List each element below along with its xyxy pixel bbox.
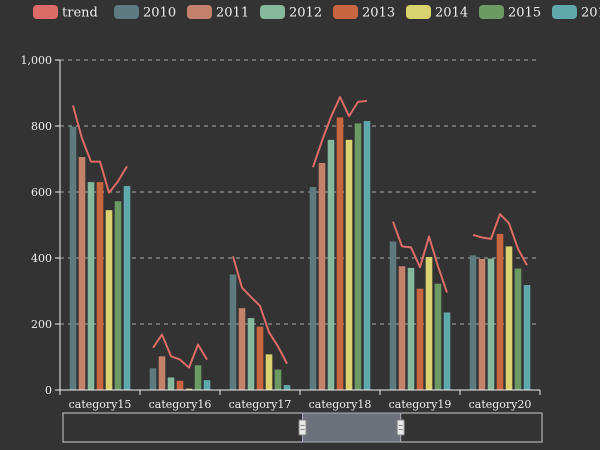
legend-swatch (187, 5, 212, 19)
bar-category16-2015[interactable] (194, 365, 202, 390)
legend-label: trend (62, 6, 98, 21)
bar-category15-2013[interactable] (96, 182, 104, 390)
bar-category15-2016[interactable] (123, 186, 131, 390)
bar-category18-2015[interactable] (354, 123, 362, 391)
bar-category20-2014[interactable] (505, 246, 513, 390)
legend-swatch (479, 5, 504, 19)
bar-category15-2015[interactable] (114, 201, 122, 390)
bar-category15-2014[interactable] (105, 210, 113, 390)
legend-item-2015[interactable]: 2015 (479, 5, 541, 21)
trend-line-category15[interactable] (72, 105, 128, 194)
x-tick-label: category19 (389, 398, 452, 411)
legend-swatch (552, 5, 577, 19)
bar-category18-2014[interactable] (345, 139, 353, 390)
bar-category20-2011[interactable] (478, 258, 486, 390)
bar-category18-2010[interactable] (309, 187, 317, 390)
legend-label: 2013 (362, 6, 395, 21)
legend-swatch (260, 5, 285, 19)
bar-category19-2011[interactable] (398, 266, 406, 390)
bar-category17-2014[interactable] (265, 354, 273, 390)
slider-handle-left[interactable] (298, 419, 307, 436)
trend-line-category17[interactable] (232, 256, 288, 365)
bar-category18-2012[interactable] (327, 139, 335, 390)
bar-category20-2015[interactable] (514, 268, 522, 390)
bar-category16-2011[interactable] (158, 356, 166, 390)
bar-category20-2010[interactable] (469, 255, 477, 390)
bar-category19-2010[interactable] (389, 241, 397, 391)
legend-label: 2014 (435, 6, 468, 21)
bar-category20-2013[interactable] (496, 233, 504, 390)
legend-item-2016[interactable]: 2016 (552, 5, 600, 21)
trend-line-category16[interactable] (152, 333, 208, 369)
y-tick-label: 800 (31, 120, 52, 133)
x-tick-label: category15 (69, 398, 132, 411)
legend-label: 2010 (143, 6, 176, 21)
slider-selected-range[interactable] (302, 412, 402, 443)
trend-line-category18[interactable] (312, 96, 368, 168)
bar-category17-2011[interactable] (238, 308, 246, 390)
legend-label: 2012 (289, 6, 322, 21)
chart-legend[interactable]: trend 2010 2011 2012 2013 2014 2015 2016 (33, 5, 600, 21)
x-tick-label: category17 (229, 398, 292, 411)
x-tick-label: category16 (149, 398, 212, 411)
trend-lines[interactable] (72, 96, 528, 369)
trend-line-category20[interactable] (472, 213, 528, 266)
x-tick-label: category20 (469, 398, 532, 411)
bar-category20-2016[interactable] (523, 285, 531, 390)
handle-grip-icon (396, 419, 405, 436)
bar-category18-2013[interactable] (336, 117, 344, 391)
legend-swatch (333, 5, 358, 19)
bar-category16-2010[interactable] (149, 368, 157, 390)
legend-item-2011[interactable]: 2011 (187, 5, 249, 21)
bar-category20-2012[interactable] (487, 258, 495, 390)
bar-category19-2015[interactable] (434, 283, 442, 390)
x-tick-label: category18 (309, 398, 372, 411)
legend-label: 2016 (581, 6, 600, 21)
legend-item-2012[interactable]: 2012 (260, 5, 322, 21)
bar-category17-2015[interactable] (274, 369, 282, 390)
legend-item-trend[interactable]: trend (33, 5, 98, 21)
bar-category16-2016[interactable] (203, 380, 211, 390)
legend-swatch (33, 5, 58, 19)
legend-item-2013[interactable]: 2013 (333, 5, 395, 21)
bar-category15-2010[interactable] (69, 126, 77, 390)
slider-handle-right[interactable] (396, 419, 405, 436)
bar-category17-2013[interactable] (256, 326, 264, 390)
legend-item-2010[interactable]: 2010 (114, 5, 176, 21)
bar-category16-2012[interactable] (167, 377, 175, 390)
y-axis: 0 200 400 600 800 1,000 (21, 54, 61, 397)
y-tick-label: 0 (45, 384, 52, 397)
bar-series[interactable] (69, 117, 531, 391)
bar-category17-2010[interactable] (229, 274, 237, 391)
legend-swatch (114, 5, 139, 19)
y-tick-label: 400 (31, 252, 52, 265)
legend-item-2014[interactable]: 2014 (406, 5, 468, 21)
legend-swatch (406, 5, 431, 19)
bar-category17-2016[interactable] (283, 385, 291, 390)
handle-grip-icon (298, 419, 307, 436)
bar-category16-2013[interactable] (176, 380, 184, 390)
legend-label: 2011 (216, 6, 249, 21)
y-tick-label: 1,000 (21, 54, 53, 67)
bar-category18-2016[interactable] (363, 121, 371, 391)
bar-category18-2011[interactable] (318, 162, 326, 390)
y-tick-label: 600 (31, 186, 52, 199)
bar-category16-2014[interactable] (185, 388, 193, 390)
legend-label: 2015 (508, 6, 541, 21)
grid-lines (60, 59, 540, 325)
bar-category17-2012[interactable] (247, 318, 255, 390)
data-zoom-slider[interactable] (62, 412, 543, 443)
bar-category15-2012[interactable] (87, 182, 95, 390)
bar-category15-2011[interactable] (78, 157, 86, 390)
bar-category19-2012[interactable] (407, 267, 415, 390)
x-axis: category15 category16 category17 category18… (59, 389, 541, 411)
trend-line-category19[interactable] (392, 221, 448, 293)
bar-category19-2016[interactable] (443, 312, 451, 390)
y-tick-label: 200 (31, 318, 52, 331)
bar-category19-2014[interactable] (425, 257, 433, 390)
bar-category19-2013[interactable] (416, 288, 424, 390)
